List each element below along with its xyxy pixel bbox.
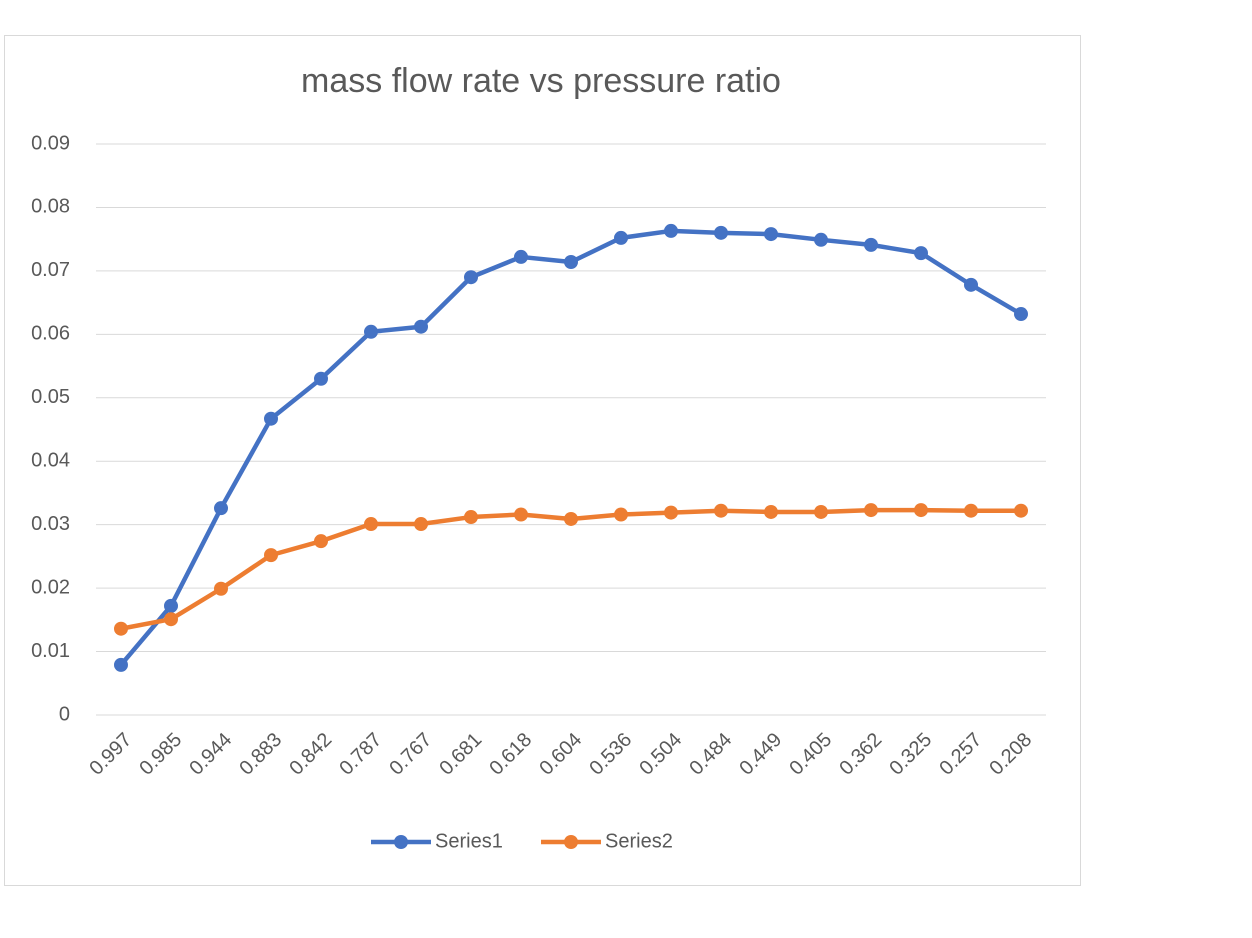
data-point	[314, 534, 328, 549]
y-tick-label: 0.05	[31, 386, 70, 408]
data-point	[514, 507, 528, 522]
data-point	[264, 548, 278, 563]
y-tick-label: 0.04	[31, 450, 70, 472]
data-point	[264, 411, 278, 426]
data-point	[214, 581, 228, 596]
y-tick-label: 0	[59, 703, 70, 725]
data-point	[564, 511, 578, 526]
data-point	[364, 324, 378, 339]
data-point	[314, 371, 328, 386]
data-point	[914, 503, 928, 518]
data-point	[114, 621, 128, 636]
data-point	[114, 657, 128, 672]
data-point	[964, 503, 978, 518]
chart-area	[4, 35, 1081, 886]
chart-title: mass flow rate vs pressure ratio	[301, 62, 781, 100]
data-point	[414, 319, 428, 334]
data-point	[714, 503, 728, 518]
data-point	[964, 277, 978, 292]
data-point	[664, 223, 678, 238]
data-point	[614, 230, 628, 245]
data-point	[814, 504, 828, 519]
y-tick-label: 0.08	[31, 196, 70, 218]
data-point	[864, 503, 878, 518]
legend-label: Series1	[435, 830, 503, 852]
data-point	[764, 227, 778, 242]
y-tick-label: 0.01	[31, 640, 70, 662]
y-tick-label: 0.09	[31, 132, 70, 154]
data-point	[714, 225, 728, 240]
data-point	[1014, 503, 1028, 518]
data-point	[864, 237, 878, 252]
y-tick-label: 0.06	[31, 323, 70, 345]
data-point	[1014, 307, 1028, 322]
data-point	[514, 249, 528, 264]
data-point	[214, 501, 228, 516]
y-tick-label: 0.07	[31, 259, 70, 281]
data-point	[164, 612, 178, 627]
legend-label: Series2	[605, 830, 673, 852]
data-point	[664, 505, 678, 520]
y-tick-label: 0.03	[31, 513, 70, 535]
data-point	[564, 255, 578, 270]
legend-marker	[564, 835, 578, 849]
legend-marker	[394, 835, 408, 849]
data-point	[414, 517, 428, 532]
data-point	[464, 510, 478, 525]
data-point	[914, 246, 928, 261]
data-point	[814, 232, 828, 247]
data-point	[614, 507, 628, 522]
data-point	[464, 270, 478, 285]
data-point	[164, 598, 178, 613]
data-point	[364, 517, 378, 532]
data-point	[764, 504, 778, 519]
y-tick-label: 0.02	[31, 576, 70, 598]
